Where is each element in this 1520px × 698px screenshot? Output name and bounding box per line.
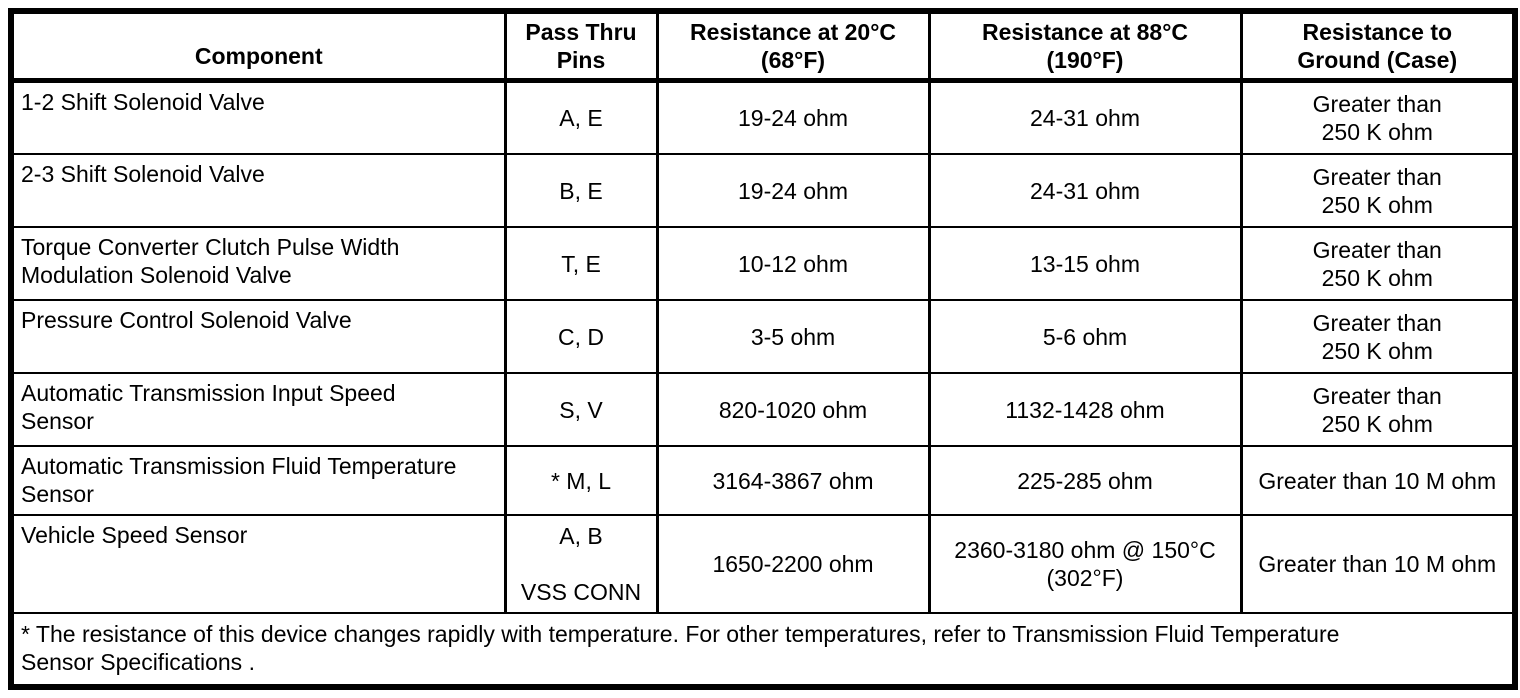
table-row: Automatic Transmission Fluid Temperature… [9, 445, 1517, 516]
resistance-ground-cell: Greater than 10 M ohm [1239, 514, 1517, 614]
resistance-20c-cell: 1650-2200 ohm [655, 514, 931, 614]
component-cell: 2-3 Shift Solenoid Valve [9, 153, 507, 228]
table-row: Pressure Control Solenoid Valve C, D 3-5… [9, 299, 1517, 374]
resistance-ground-cell: Greater than 250 K ohm [1239, 299, 1517, 374]
resistance-20c-cell: 820-1020 ohm [655, 372, 931, 447]
resistance-20c-cell: 3-5 ohm [655, 299, 931, 374]
resistance-ground-cell: Greater than 10 M ohm [1239, 445, 1517, 516]
pins-cell: T, E [503, 226, 659, 301]
component-cell: Torque Converter Clutch Pulse Width Modu… [9, 226, 507, 301]
pins-cell: A, B VSS CONN [503, 514, 659, 614]
column-header-component: Component [9, 10, 507, 83]
component-resistance-table: Component Pass Thru Pins Resistance at 2… [8, 8, 1518, 690]
resistance-88c-cell: 24-31 ohm [927, 79, 1243, 155]
table-row: Automatic Transmission Input Speed Senso… [9, 372, 1517, 447]
footnote-row: * The resistance of this device changes … [9, 612, 1517, 688]
table-row: Torque Converter Clutch Pulse Width Modu… [9, 226, 1517, 301]
column-header-resistance-to-ground: Resistance to Ground (Case) [1239, 10, 1517, 83]
column-header-pass-thru-pins: Pass Thru Pins [503, 10, 659, 83]
resistance-88c-cell: 13-15 ohm [927, 226, 1243, 301]
component-cell: Pressure Control Solenoid Valve [9, 299, 507, 374]
resistance-88c-cell: 5-6 ohm [927, 299, 1243, 374]
resistance-20c-cell: 19-24 ohm [655, 79, 931, 155]
header-row: Component Pass Thru Pins Resistance at 2… [9, 10, 1517, 83]
component-cell: Vehicle Speed Sensor [9, 514, 507, 614]
column-header-resistance-20c: Resistance at 20°C (68°F) [655, 10, 931, 83]
resistance-ground-cell: Greater than 250 K ohm [1239, 372, 1517, 447]
resistance-ground-cell: Greater than 250 K ohm [1239, 153, 1517, 228]
component-cell: Automatic Transmission Input Speed Senso… [9, 372, 507, 447]
column-header-resistance-88c: Resistance at 88°C (190°F) [927, 10, 1243, 83]
resistance-88c-cell: 1132-1428 ohm [927, 372, 1243, 447]
table-row: 1-2 Shift Solenoid Valve A, E 19-24 ohm … [9, 79, 1517, 155]
resistance-20c-cell: 10-12 ohm [655, 226, 931, 301]
pins-cell: B, E [503, 153, 659, 228]
resistance-20c-cell: 19-24 ohm [655, 153, 931, 228]
table-row: 2-3 Shift Solenoid Valve B, E 19-24 ohm … [9, 153, 1517, 228]
footnote-text: * The resistance of this device changes … [9, 612, 1517, 688]
resistance-88c-cell: 2360-3180 ohm @ 150°C (302°F) [927, 514, 1243, 614]
resistance-88c-cell: 225-285 ohm [927, 445, 1243, 516]
pins-cell: S, V [503, 372, 659, 447]
table-row: Vehicle Speed Sensor A, B VSS CONN 1650-… [9, 514, 1517, 614]
pins-cell: C, D [503, 299, 659, 374]
pins-cell: * M, L [503, 445, 659, 516]
component-cell: 1-2 Shift Solenoid Valve [9, 79, 507, 155]
component-cell: Automatic Transmission Fluid Temperature… [9, 445, 507, 516]
resistance-88c-cell: 24-31 ohm [927, 153, 1243, 228]
resistance-ground-cell: Greater than 250 K ohm [1239, 226, 1517, 301]
pins-cell: A, E [503, 79, 659, 155]
resistance-20c-cell: 3164-3867 ohm [655, 445, 931, 516]
resistance-ground-cell: Greater than 250 K ohm [1239, 79, 1517, 155]
